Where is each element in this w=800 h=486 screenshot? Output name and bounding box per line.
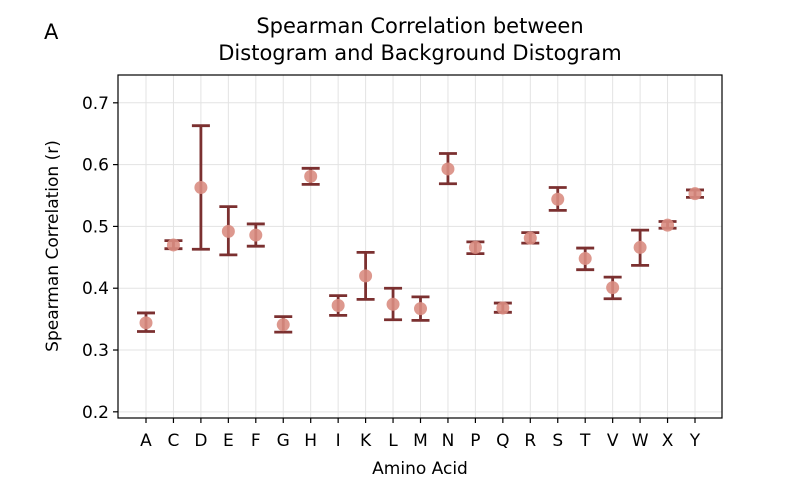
- x-tick-label: I: [336, 431, 341, 451]
- data-point-R: [523, 231, 537, 245]
- x-tick-label: Y: [689, 431, 701, 451]
- y-tick-label: 0.3: [82, 341, 109, 361]
- y-tick-label: 0.7: [82, 94, 109, 114]
- x-tick-label: V: [607, 431, 619, 451]
- data-point-W: [633, 240, 647, 254]
- x-tick-label: G: [277, 431, 290, 451]
- data-points: [139, 162, 702, 332]
- x-tick-label: Q: [496, 431, 509, 451]
- y-tick-label: 0.4: [82, 279, 109, 299]
- x-tick-label: E: [223, 431, 234, 451]
- x-tick-label: H: [304, 431, 317, 451]
- x-axis-label: Amino Acid: [372, 459, 468, 479]
- x-tick-label: P: [470, 431, 480, 451]
- x-tick-label: L: [388, 431, 398, 451]
- y-tick-label: 0.6: [82, 156, 109, 176]
- data-point-I: [331, 299, 345, 313]
- x-tick-label: R: [524, 431, 536, 451]
- y-tick-label: 0.2: [82, 403, 109, 423]
- data-point-Y: [688, 187, 702, 201]
- data-point-C: [166, 238, 180, 252]
- x-tick-label: N: [442, 431, 455, 451]
- data-point-Q: [496, 301, 510, 315]
- data-point-H: [304, 169, 318, 183]
- y-tick-label: 0.5: [82, 217, 109, 237]
- data-point-D: [194, 180, 208, 194]
- chart-title-line2: Distogram and Background Distogram: [218, 41, 622, 65]
- x-tick-label: K: [360, 431, 372, 451]
- data-point-V: [606, 281, 620, 295]
- x-tick-label: C: [168, 431, 180, 451]
- x-tick-label: A: [140, 431, 152, 451]
- data-point-L: [386, 297, 400, 311]
- x-tick-label: T: [579, 431, 591, 451]
- x-tick-label: W: [632, 431, 649, 451]
- x-tick-label: X: [662, 431, 674, 451]
- y-axis-label: Spearman Correlation (r): [43, 140, 63, 352]
- x-tick-label: F: [251, 431, 261, 451]
- chart-title-line1: Spearman Correlation between: [256, 14, 584, 38]
- x-tick-label: M: [413, 431, 428, 451]
- data-point-S: [551, 192, 565, 206]
- data-point-X: [661, 218, 675, 232]
- data-point-T: [578, 252, 592, 266]
- data-point-P: [468, 240, 482, 254]
- y-axis: 0.2 0.3 0.4 0.5 0.6 0.7: [82, 94, 118, 423]
- data-point-F: [249, 228, 263, 242]
- panel-label: A: [44, 20, 59, 44]
- data-point-M: [414, 302, 427, 316]
- x-tick-label: D: [194, 431, 207, 451]
- grid: [118, 75, 722, 418]
- data-point-G: [276, 318, 290, 332]
- x-tick-label: S: [552, 431, 563, 451]
- data-point-K: [359, 269, 373, 283]
- data-point-N: [441, 162, 455, 176]
- data-point-E: [221, 224, 235, 238]
- data-point-A: [139, 316, 153, 330]
